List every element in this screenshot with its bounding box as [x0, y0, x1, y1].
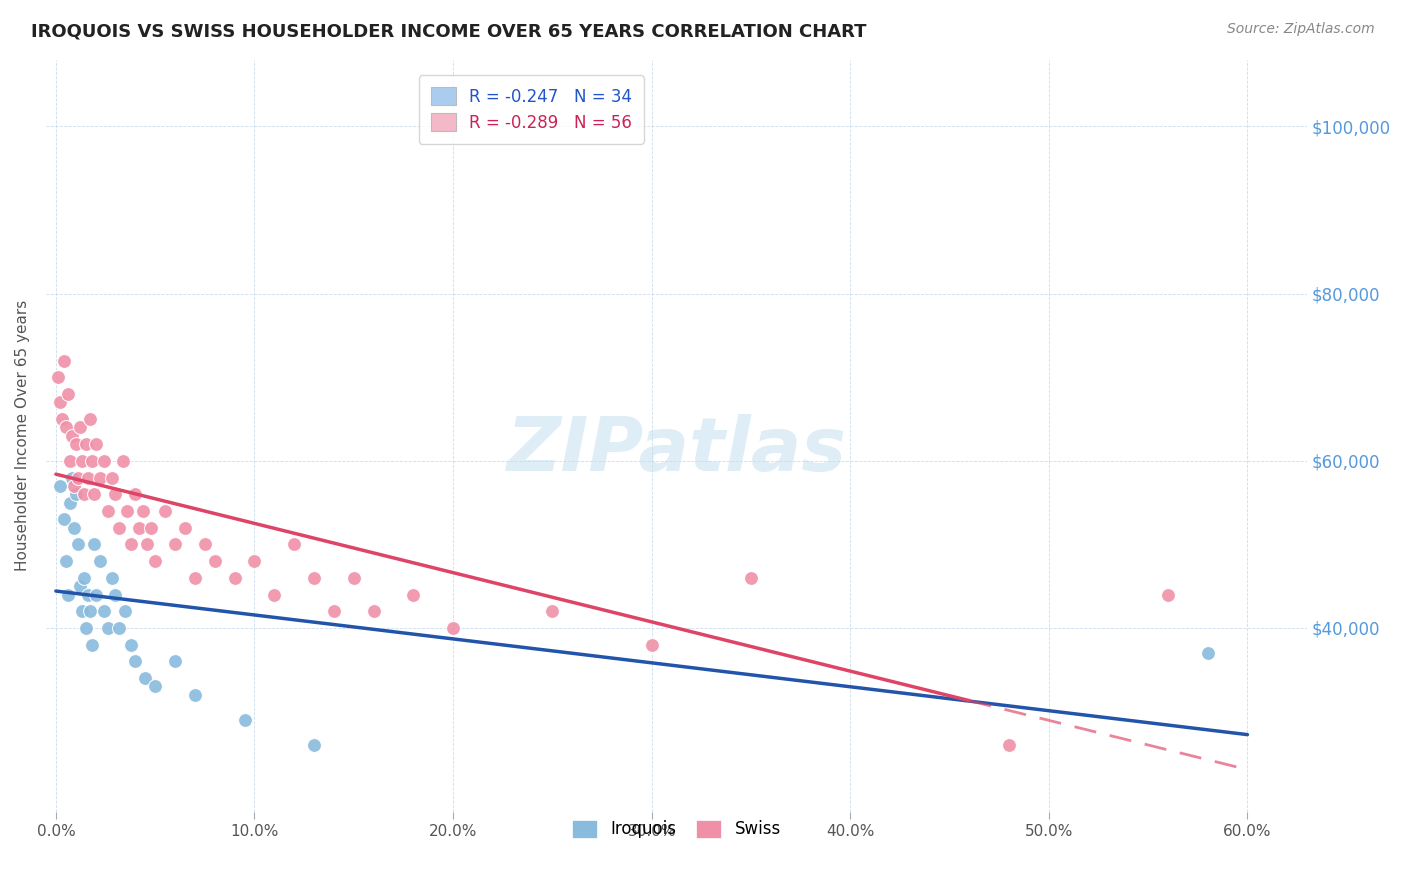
- Point: [204, 554, 226, 568]
- Point: [80, 638, 103, 652]
- Point: [117, 504, 139, 518]
- Point: [184, 688, 207, 702]
- Point: [93, 454, 115, 468]
- Point: [740, 571, 762, 585]
- Point: [96, 621, 118, 635]
- Point: [104, 588, 127, 602]
- Text: Source: ZipAtlas.com: Source: ZipAtlas.com: [1227, 22, 1375, 37]
- Point: [70, 604, 93, 618]
- Point: [233, 713, 256, 727]
- Point: [76, 470, 98, 484]
- Point: [402, 588, 425, 602]
- Point: [79, 604, 101, 618]
- Point: [75, 437, 97, 451]
- Point: [49, 479, 72, 493]
- Point: [120, 537, 142, 551]
- Point: [132, 504, 155, 518]
- Point: [79, 412, 101, 426]
- Point: [1197, 646, 1219, 660]
- Point: [73, 487, 96, 501]
- Point: [165, 537, 187, 551]
- Y-axis label: Householder Income Over 65 years: Householder Income Over 65 years: [15, 300, 30, 572]
- Point: [84, 588, 107, 602]
- Point: [49, 395, 72, 409]
- Text: ZIPatlas: ZIPatlas: [506, 414, 846, 487]
- Point: [143, 554, 166, 568]
- Point: [62, 521, 84, 535]
- Point: [75, 621, 97, 635]
- Point: [69, 579, 91, 593]
- Point: [56, 588, 79, 602]
- Point: [263, 588, 285, 602]
- Point: [60, 470, 83, 484]
- Text: IROQUOIS VS SWISS HOUSEHOLDER INCOME OVER 65 YEARS CORRELATION CHART: IROQUOIS VS SWISS HOUSEHOLDER INCOME OVE…: [31, 22, 866, 40]
- Point: [1157, 588, 1180, 602]
- Point: [128, 521, 150, 535]
- Point: [283, 537, 305, 551]
- Point: [108, 521, 131, 535]
- Point: [60, 428, 83, 442]
- Point: [70, 454, 93, 468]
- Point: [108, 621, 131, 635]
- Point: [640, 638, 662, 652]
- Point: [124, 487, 146, 501]
- Point: [93, 604, 115, 618]
- Point: [52, 353, 75, 368]
- Point: [52, 512, 75, 526]
- Point: [59, 495, 82, 509]
- Point: [59, 454, 82, 468]
- Point: [73, 571, 96, 585]
- Legend: Iroquois, Swiss: Iroquois, Swiss: [565, 813, 787, 845]
- Point: [114, 604, 136, 618]
- Point: [55, 420, 77, 434]
- Point: [224, 571, 246, 585]
- Point: [80, 454, 103, 468]
- Point: [69, 420, 91, 434]
- Point: [66, 537, 89, 551]
- Point: [96, 504, 118, 518]
- Point: [83, 487, 105, 501]
- Point: [165, 655, 187, 669]
- Point: [302, 571, 325, 585]
- Point: [343, 571, 366, 585]
- Point: [65, 487, 87, 501]
- Point: [66, 470, 89, 484]
- Point: [120, 638, 142, 652]
- Point: [194, 537, 217, 551]
- Point: [124, 655, 146, 669]
- Point: [323, 604, 346, 618]
- Point: [143, 680, 166, 694]
- Point: [83, 537, 105, 551]
- Point: [243, 554, 266, 568]
- Point: [89, 554, 111, 568]
- Point: [141, 521, 163, 535]
- Point: [134, 671, 156, 685]
- Point: [100, 571, 122, 585]
- Point: [541, 604, 564, 618]
- Point: [153, 504, 176, 518]
- Point: [363, 604, 385, 618]
- Point: [174, 521, 197, 535]
- Point: [136, 537, 159, 551]
- Point: [46, 370, 69, 384]
- Point: [89, 470, 111, 484]
- Point: [441, 621, 464, 635]
- Point: [76, 588, 98, 602]
- Point: [104, 487, 127, 501]
- Point: [51, 412, 73, 426]
- Point: [998, 738, 1021, 752]
- Point: [100, 470, 122, 484]
- Point: [84, 437, 107, 451]
- Point: [112, 454, 135, 468]
- Point: [65, 437, 87, 451]
- Point: [55, 554, 77, 568]
- Point: [62, 479, 84, 493]
- Point: [302, 738, 325, 752]
- Point: [56, 387, 79, 401]
- Point: [184, 571, 207, 585]
